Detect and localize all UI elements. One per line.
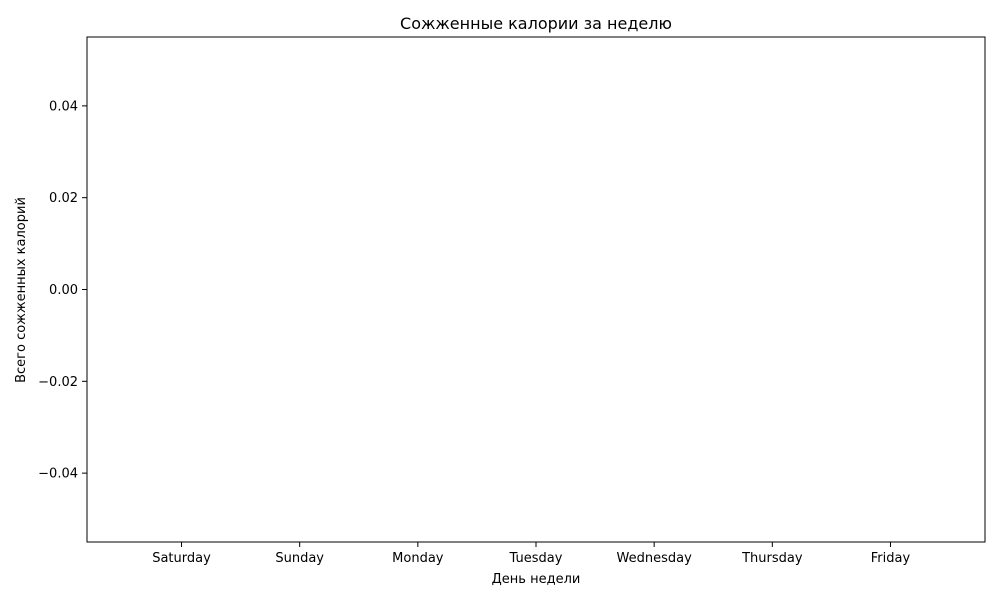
y-axis-label: Всего сожженных калорий (14, 197, 29, 383)
x-tick-label: Thursday (741, 551, 803, 566)
y-tick-label: −0.02 (38, 375, 78, 390)
y-tick-label: −0.04 (38, 467, 78, 482)
x-axis-label: День недели (492, 572, 581, 587)
chart-title: Сожженные калории за неделю (400, 14, 672, 33)
x-tick-label: Saturday (152, 551, 211, 566)
y-tick-label: 0.00 (49, 283, 78, 298)
y-tick-label: 0.02 (49, 191, 78, 206)
x-axis-ticks: Saturday Sunday Monday Tuesday Wednesday Thur… (152, 542, 910, 566)
x-tick-label: Tuesday (509, 551, 563, 566)
x-tick-label: Wednesday (617, 551, 693, 566)
plot-area: Saturday Sunday Monday Tuesday Wednesday Thur… (38, 36, 986, 566)
x-tick-label: Monday (392, 551, 444, 566)
y-tick-label: 0.04 (49, 99, 78, 114)
x-tick-label: Sunday (275, 551, 324, 566)
y-axis-ticks: 0.04 0.02 0.00 −0.02 −0.04 (38, 99, 87, 482)
axes-frame (86, 36, 986, 543)
x-tick-label: Friday (871, 551, 911, 566)
